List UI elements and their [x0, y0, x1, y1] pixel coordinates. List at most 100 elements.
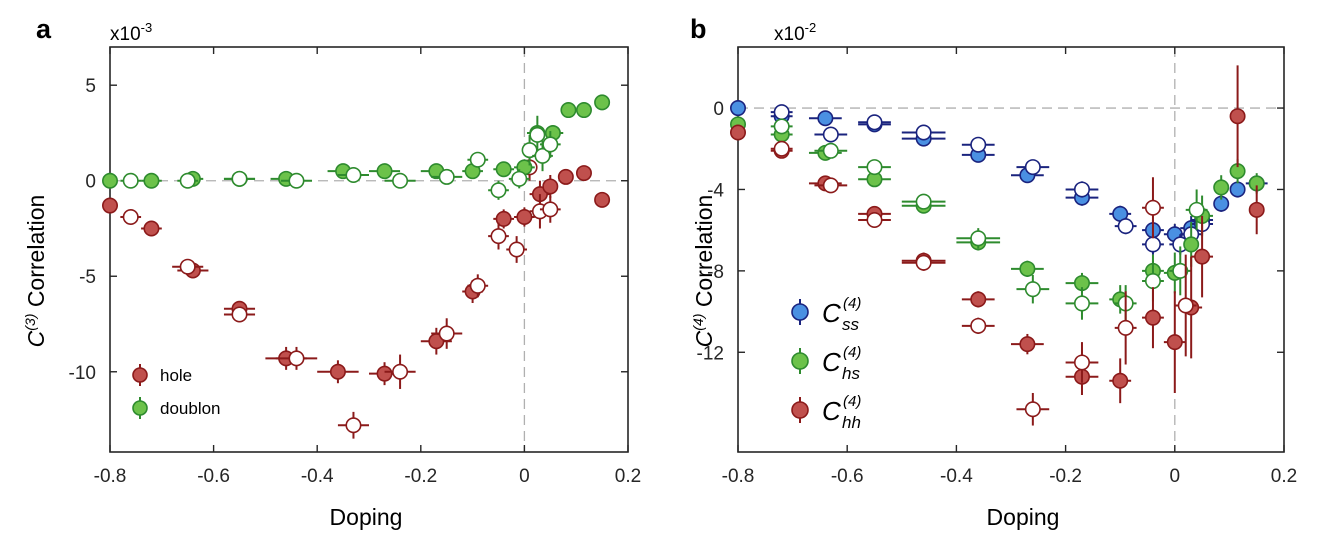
y-tick-label: 0 [713, 99, 724, 120]
data-point [1172, 262, 1189, 279]
panel-label-a: a [36, 14, 52, 44]
data-point [1229, 181, 1246, 198]
data-point [1073, 295, 1090, 312]
data-point [1177, 297, 1194, 314]
y-axis-label-b-suffix: Correlation [691, 195, 717, 314]
data-point [1183, 236, 1200, 253]
series-ss-open- [770, 104, 1214, 255]
data-point [511, 170, 528, 187]
plot-area-b: -0.8 -0.6 -0.4 -0.2 0 0.2 -12 -8 -4 0 [697, 46, 1297, 487]
data-point [575, 165, 592, 182]
series-doublon-open- [120, 115, 561, 200]
y-tick-label: -4 [707, 180, 724, 201]
x-tick-label: -0.6 [197, 466, 230, 487]
x-tick-label: -0.8 [722, 466, 755, 487]
y-axis-label-a: C(3) Correlation [22, 195, 49, 348]
x-axis-label-b: Doping [987, 504, 1060, 530]
data-point [516, 209, 533, 226]
data-point [1019, 260, 1036, 277]
x-tick-label: -0.6 [831, 466, 864, 487]
data-point [288, 172, 305, 189]
multiplier-exp-a: -3 [141, 20, 153, 35]
y-tick-label: 5 [85, 76, 96, 97]
data-point [822, 142, 839, 159]
data-point [1248, 201, 1265, 218]
series-hs-open- [770, 118, 1208, 322]
data-point [542, 178, 559, 195]
data-point [495, 210, 512, 227]
data-point [1144, 199, 1161, 216]
legend-label-sup: (4) [843, 344, 861, 361]
data-point [1117, 319, 1134, 336]
x-tick-label: -0.4 [940, 466, 973, 487]
data-point [102, 197, 119, 214]
legend-label-base: C [822, 298, 841, 328]
data-point [542, 136, 559, 153]
data-point [1073, 181, 1090, 198]
data-point [143, 172, 160, 189]
legend-b: C (4) ssC (4) hsC (4) hh [791, 295, 861, 432]
data-point [122, 209, 139, 226]
data-point [594, 94, 611, 111]
legend-marker [791, 401, 809, 419]
data-point [542, 201, 559, 218]
data-point [122, 172, 139, 189]
data-point [438, 168, 455, 185]
panel-a: a x10-3 C(3) Correlation Doping -0.8 -0.6… [22, 14, 641, 530]
data-point [345, 166, 362, 183]
y-axis-label-a-sup: (3) [22, 314, 38, 331]
multiplier-base-b: x10 [774, 24, 805, 45]
data-point [345, 417, 362, 434]
x-tick-label: -0.2 [1049, 466, 1082, 487]
legend-label: hole [160, 366, 192, 385]
data-point [575, 102, 592, 119]
legend-label-sub: hh [842, 413, 861, 432]
series-ss [729, 100, 1268, 245]
data-point [231, 170, 248, 187]
data-point [1166, 334, 1183, 351]
legend-label-sub: ss [842, 315, 860, 334]
y-tick-label: -8 [707, 262, 724, 283]
data-point [231, 306, 248, 323]
data-point [469, 151, 486, 168]
data-point [495, 161, 512, 178]
legend-label-sup: (4) [843, 393, 861, 410]
data-point [1019, 336, 1036, 353]
series-hole-open- [120, 153, 561, 439]
y-axis-label-b-prefix: C [691, 330, 717, 347]
panel-label-b: b [690, 14, 707, 44]
legend-label-sub: hs [842, 364, 860, 383]
data-point [376, 163, 393, 180]
legend-label: C (4) ss [822, 295, 861, 334]
data-point [970, 317, 987, 334]
data-point [970, 291, 987, 308]
data-point [1144, 309, 1161, 326]
legend-label-base: C [822, 396, 841, 426]
data-point [866, 159, 883, 176]
x-axis-label-a: Doping [330, 504, 403, 530]
data-point [438, 325, 455, 342]
data-point [392, 172, 409, 189]
legend-label-sup: (4) [843, 295, 861, 312]
series-hs [729, 116, 1265, 314]
data-point [392, 363, 409, 380]
data-point [508, 241, 525, 258]
legend-marker [132, 367, 148, 383]
legend-marker [791, 303, 809, 321]
data-point [970, 230, 987, 247]
data-point [915, 124, 932, 141]
data-point [729, 124, 746, 141]
x-tick-label: -0.2 [404, 466, 437, 487]
x-tick-label: 0 [1170, 466, 1181, 487]
data-point [866, 114, 883, 131]
data-point [915, 254, 932, 271]
data-point [594, 191, 611, 208]
data-point [866, 211, 883, 228]
data-point [490, 182, 507, 199]
data-point [773, 104, 790, 121]
data-point [288, 350, 305, 367]
data-point [1024, 401, 1041, 418]
legend-a: hole doublon [132, 364, 221, 419]
data-point [1112, 372, 1129, 389]
data-point [970, 136, 987, 153]
